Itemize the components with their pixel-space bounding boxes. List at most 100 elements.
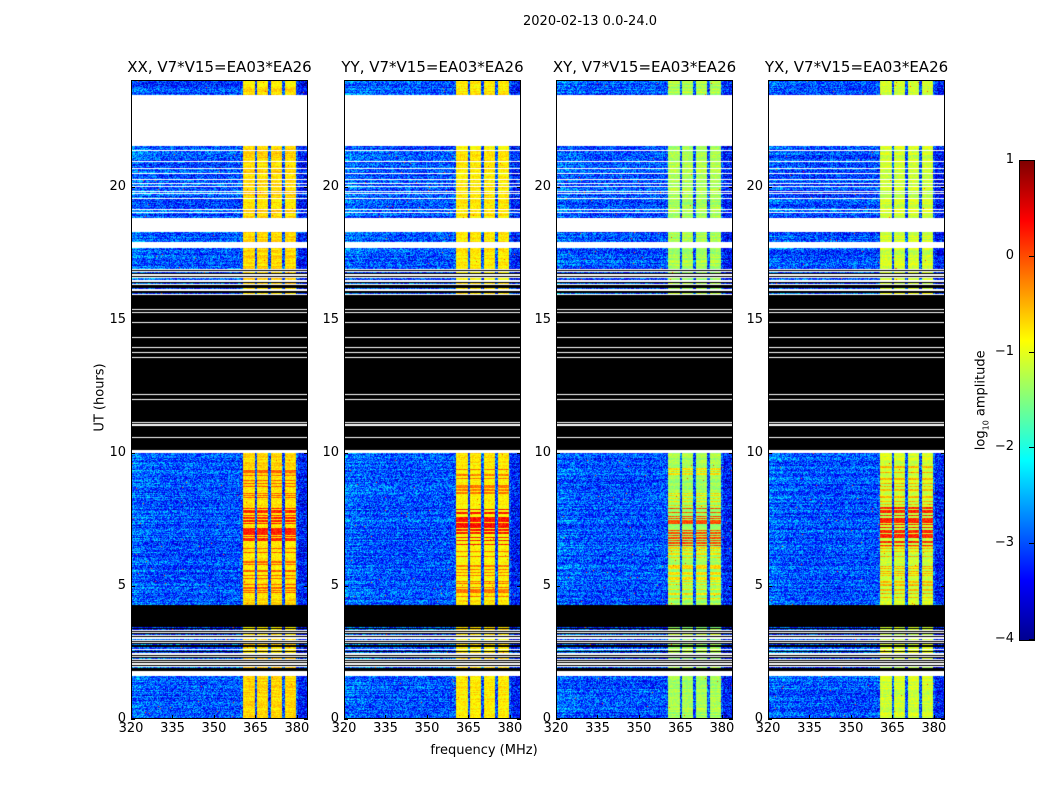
x-tick-mark <box>638 715 640 719</box>
waterfall-heatmap <box>131 80 308 719</box>
y-tick-mark <box>768 719 772 720</box>
panel-title: YX, V7*V15=EA03*EA26 <box>764 58 949 76</box>
x-tick-mark <box>509 715 511 719</box>
y-tick-label: 10 <box>109 444 126 460</box>
x-tick-label: 380 <box>497 721 523 736</box>
y-tick-mark <box>344 319 348 321</box>
colorbar-tick-label: 1 <box>1005 152 1014 167</box>
x-tick-label: 365 <box>668 721 693 736</box>
y-tick-label: 15 <box>322 311 339 327</box>
y-tick-label: 10 <box>746 444 763 460</box>
x-tick-mark <box>680 715 682 719</box>
y-tick-label: 20 <box>109 178 126 194</box>
waterfall-heatmap <box>556 80 733 719</box>
colorbar-label: log10 amplitude <box>974 340 991 460</box>
y-tick-mark <box>517 319 521 321</box>
y-tick-mark <box>344 719 348 720</box>
x-tick-label: 335 <box>160 721 185 736</box>
x-tick-mark <box>768 715 769 719</box>
y-tick-mark <box>941 585 945 587</box>
y-tick-label: 15 <box>109 311 126 327</box>
x-tick-mark <box>892 715 894 719</box>
y-tick-mark <box>556 186 560 188</box>
y-tick-label: 0 <box>754 711 763 726</box>
plot-frame <box>556 80 733 719</box>
colorbar <box>1019 160 1035 641</box>
y-tick-label: 20 <box>322 178 339 194</box>
colorbar-tick-label: −4 <box>994 631 1014 646</box>
y-tick-mark <box>304 719 308 720</box>
colorbar-tick-mark <box>1029 639 1034 640</box>
y-tick-mark <box>768 452 772 454</box>
panel-title: XY, V7*V15=EA03*EA26 <box>552 58 737 76</box>
y-tick-mark <box>131 319 135 321</box>
y-tick-mark <box>556 319 560 321</box>
y-tick-mark <box>304 585 308 587</box>
colorbar-tick-mark <box>1029 447 1034 449</box>
figure-title: 2020-02-13 0.0-24.0 <box>523 14 657 29</box>
y-tick-mark <box>556 452 560 454</box>
y-tick-label: 15 <box>534 311 551 327</box>
y-tick-mark <box>304 186 308 188</box>
y-tick-label: 15 <box>746 311 763 327</box>
colorbar-tick-mark <box>1029 160 1034 161</box>
y-tick-mark <box>941 719 945 720</box>
x-tick-label: 365 <box>880 721 905 736</box>
x-tick-mark <box>131 715 132 719</box>
x-tick-mark <box>296 715 298 719</box>
y-tick-mark <box>729 585 733 587</box>
x-tick-label: 350 <box>838 721 864 736</box>
y-tick-mark <box>729 452 733 454</box>
y-tick-mark <box>517 186 521 188</box>
x-tick-mark <box>933 715 935 719</box>
x-tick-label: 320 <box>543 721 569 736</box>
y-tick-mark <box>131 585 135 587</box>
y-tick-label: 10 <box>534 444 551 460</box>
x-tick-label: 320 <box>331 721 357 736</box>
x-tick-mark <box>850 715 852 719</box>
colorbar-label-tail: amplitude <box>973 350 989 421</box>
colorbar-tick-label: −3 <box>994 535 1014 551</box>
y-tick-mark <box>729 719 733 720</box>
y-tick-mark <box>556 719 560 720</box>
x-tick-mark <box>426 715 428 719</box>
y-tick-mark <box>131 452 135 454</box>
y-tick-mark <box>941 452 945 454</box>
x-tick-label: 335 <box>373 721 398 736</box>
x-tick-label: 350 <box>626 721 652 736</box>
y-tick-mark <box>941 319 945 321</box>
colorbar-tick-label: −2 <box>994 439 1014 455</box>
x-tick-mark <box>385 715 387 719</box>
y-tick-mark <box>517 452 521 454</box>
y-tick-label: 5 <box>330 577 339 593</box>
y-tick-mark <box>304 452 308 454</box>
y-tick-label: 0 <box>117 711 126 726</box>
y-tick-mark <box>729 186 733 188</box>
colorbar-label-sub: 10 <box>981 420 991 431</box>
panel-yy: YY, V7*V15=EA03*EA26 320 335 350 365 380 0 5 10 1… <box>322 58 523 736</box>
x-tick-mark <box>556 715 557 719</box>
y-tick-label: 5 <box>754 577 763 593</box>
colorbar-tick-mark <box>1029 255 1034 257</box>
waterfall-heatmap <box>344 80 521 719</box>
x-tick-label: 365 <box>243 721 268 736</box>
y-tick-mark <box>768 319 772 321</box>
panel-title: YY, V7*V15=EA03*EA26 <box>341 58 524 76</box>
plot-frame <box>768 80 945 719</box>
x-tick-label: 380 <box>284 721 310 736</box>
y-tick-mark <box>768 585 772 587</box>
colorbar-tick-label: 0 <box>1005 247 1014 263</box>
x-tick-mark <box>597 715 599 719</box>
x-tick-mark <box>809 715 811 719</box>
waterfall-heatmap <box>768 80 945 719</box>
x-tick-label: 380 <box>921 721 947 736</box>
y-axis-label: UT (hours) <box>92 363 108 432</box>
x-tick-label: 380 <box>709 721 735 736</box>
x-tick-label: 350 <box>201 721 227 736</box>
y-tick-label: 0 <box>330 711 339 726</box>
x-tick-mark <box>344 715 345 719</box>
x-tick-mark <box>468 715 470 719</box>
plot-frame <box>344 80 521 719</box>
x-tick-mark <box>172 715 174 719</box>
plot-frame <box>131 80 308 719</box>
